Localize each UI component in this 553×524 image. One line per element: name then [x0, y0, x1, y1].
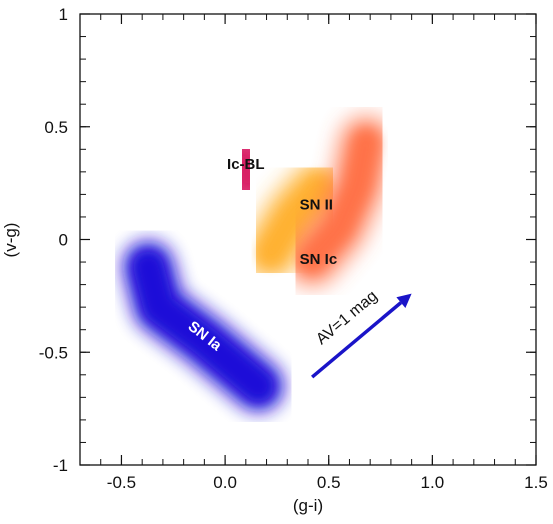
region-label-ic-bl: Ic-BL	[227, 156, 265, 173]
supernova-regions	[122, 116, 392, 413]
x-tick-label: 1.0	[421, 473, 445, 492]
y-tick-label: 1	[59, 5, 68, 24]
y-tick-label: 0.5	[44, 118, 68, 137]
y-tick-label: -0.5	[39, 343, 68, 362]
region-label-sn-ic: SN Ic	[300, 251, 338, 268]
region-label-sn-ii: SN II	[300, 197, 333, 214]
x-tick-label: 0.0	[213, 473, 237, 492]
region-ic-bl-core	[233, 148, 258, 191]
y-tick-label: -1	[53, 456, 68, 475]
axis-ticks: -0.5 0.0 0.5 1.0 1.5 -1 -0.5 0 0.5 1	[39, 5, 548, 492]
x-tick-label: 0.5	[317, 473, 341, 492]
y-tick-label: 0	[59, 231, 68, 250]
extinction-arrow-group: AV=1 mag	[311, 288, 412, 379]
extinction-arrow-head	[396, 293, 412, 308]
region-sn-ia-core	[133, 251, 274, 402]
region-sn-ic-core	[299, 129, 379, 273]
extinction-arrow-shaft	[311, 301, 403, 379]
region-sn-ii-core	[258, 175, 331, 265]
extinction-arrow-label: AV=1 mag	[313, 288, 381, 349]
x-axis-title: (g-i)	[293, 496, 323, 515]
x-tick-label: -0.5	[107, 473, 136, 492]
x-tick-label: 1.5	[524, 473, 548, 492]
y-axis-title: (v-g)	[1, 223, 20, 258]
